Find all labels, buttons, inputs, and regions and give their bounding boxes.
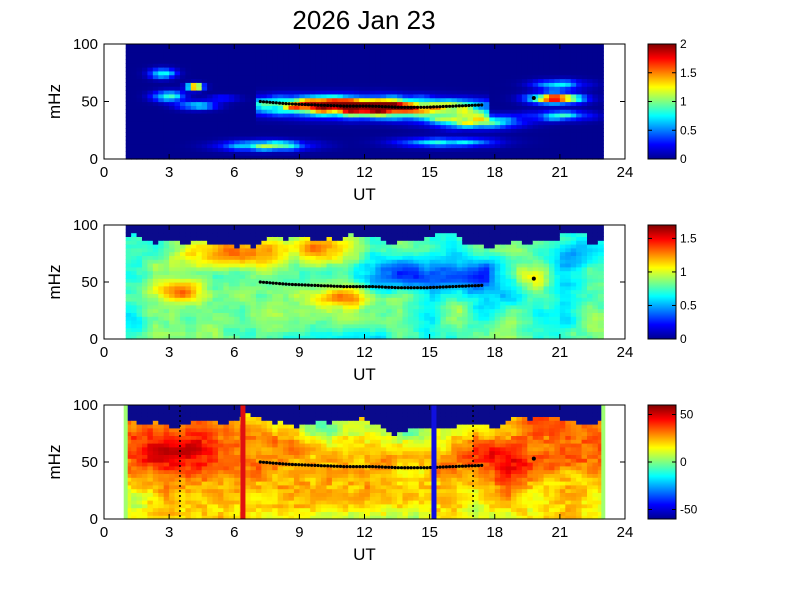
colorbar-bottom: -50 0 50 xyxy=(647,404,698,520)
marker-track-top xyxy=(258,96,536,109)
y-tick-label: 100 xyxy=(73,217,98,234)
x-tick-label: 18 xyxy=(486,344,503,361)
x-axis-label: UT xyxy=(353,185,376,204)
x-tick-label: 21 xyxy=(552,164,569,181)
y-tick-label: 0 xyxy=(90,331,98,348)
colorbar-tick-label: 0 xyxy=(680,152,687,166)
heatmap-middle xyxy=(125,225,604,340)
heatmap-top xyxy=(125,44,604,160)
colorbar-tick-label: 0.5 xyxy=(680,298,697,312)
y-axis-label: mHz xyxy=(45,445,64,480)
x-tick-label: 12 xyxy=(356,164,373,181)
colorbar-top: 0 0.5 1 1.5 2 xyxy=(647,37,697,166)
x-tick-label: 15 xyxy=(421,524,438,541)
colorbar-tick-label: 1.5 xyxy=(680,66,697,80)
x-tick-label: 0 xyxy=(100,164,108,181)
colorbar-tick-label: 1 xyxy=(680,95,687,109)
x-tick-label: 18 xyxy=(486,164,503,181)
x-tick-label: 0 xyxy=(100,344,108,361)
x-tick-label: 24 xyxy=(617,524,634,541)
marker-track-middle xyxy=(258,276,536,290)
x-tick-label: 24 xyxy=(617,344,634,361)
x-axis-label: UT xyxy=(353,545,376,564)
colorbar-tick-label: 0 xyxy=(680,455,687,469)
x-tick-label: 3 xyxy=(165,344,173,361)
y-tick-label: 0 xyxy=(90,151,98,168)
marker-track-bottom xyxy=(258,456,536,470)
colorbar-middle: 0 0.5 1 1.5 xyxy=(647,224,697,346)
x-tick-label: 6 xyxy=(230,344,238,361)
x-tick-label: 3 xyxy=(165,164,173,181)
colorbar-tick-label: 2 xyxy=(680,37,687,51)
y-tick-label: 50 xyxy=(81,94,98,111)
y-tick-label: 50 xyxy=(81,274,98,291)
x-tick-label: 21 xyxy=(552,344,569,361)
x-tick-label: 6 xyxy=(230,164,238,181)
figure-title: 2026 Jan 23 xyxy=(292,5,435,35)
colorbar-tick-label: 0.5 xyxy=(680,123,697,137)
x-tick-label: 9 xyxy=(295,164,303,181)
x-tick-label: 6 xyxy=(230,524,238,541)
colorbar-tick-label: -50 xyxy=(680,503,698,517)
colorbar-tick-label: 0 xyxy=(680,332,687,346)
y-tick-label: 100 xyxy=(73,36,98,53)
x-tick-label: 12 xyxy=(356,344,373,361)
x-tick-label: 9 xyxy=(295,344,303,361)
colorbar-tick-label: 1 xyxy=(680,265,687,279)
x-tick-label: 0 xyxy=(100,524,108,541)
x-tick-label: 3 xyxy=(165,524,173,541)
x-tick-label: 12 xyxy=(356,524,373,541)
panel-top: 0 3 6 9 12 15 18 21 24 0 50 100 UT mHz 0 0.5 1 1.5 2 xyxy=(45,36,697,204)
x-tick-label: 18 xyxy=(486,524,503,541)
y-axis-label: mHz xyxy=(45,84,64,119)
colorbar-tick-label: 50 xyxy=(680,408,694,422)
y-axis-label: mHz xyxy=(45,265,64,300)
panel-middle: 0 3 6 9 12 15 18 21 24 0 50 100 UT mHz 0 0.5 1 1.5 xyxy=(45,217,697,384)
x-axis-label: UT xyxy=(353,365,376,384)
x-tick-label: 24 xyxy=(617,164,634,181)
y-tick-label: 0 xyxy=(90,511,98,528)
x-tick-label: 15 xyxy=(421,164,438,181)
x-tick-label: 9 xyxy=(295,524,303,541)
x-tick-label: 15 xyxy=(421,344,438,361)
panel-bottom: 0 3 6 9 12 15 18 21 24 0 50 100 UT mHz -50 0 50 xyxy=(45,397,698,564)
y-tick-label: 100 xyxy=(73,397,98,414)
y-tick-label: 50 xyxy=(81,454,98,471)
heatmap-bottom xyxy=(125,405,604,520)
colorbar-tick-label: 1.5 xyxy=(680,231,697,245)
x-tick-label: 21 xyxy=(552,524,569,541)
